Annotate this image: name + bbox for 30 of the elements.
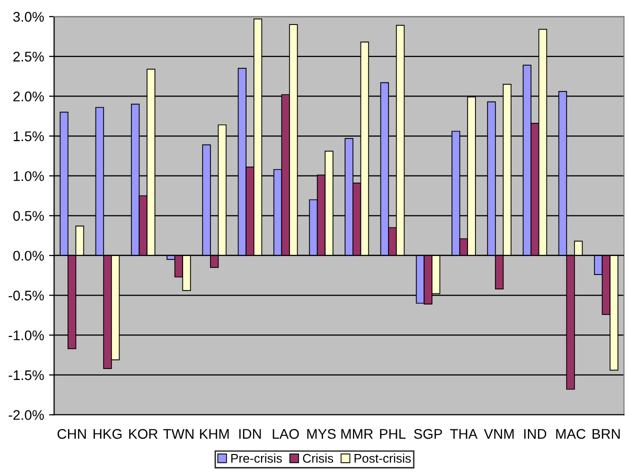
x-tick-label: THA [450, 429, 478, 439]
legend-label: Post-crisis [354, 454, 411, 463]
x-tick-label: KOR [129, 429, 158, 439]
x-tick-label: PHL [380, 429, 406, 439]
y-tick-label: 1.5% [14, 131, 44, 142]
x-tick-label: CHN [58, 429, 86, 439]
x-tick-label: MMR [341, 429, 373, 439]
legend-label: Pre-crisis [231, 454, 282, 463]
x-tick-label: MYS [307, 429, 336, 439]
x-tick-label: IND [524, 429, 546, 439]
x-tick-label: LAO [272, 429, 299, 439]
x-tick-label: HKG [94, 429, 122, 439]
y-tick-label: 3.0% [13, 12, 44, 22]
x-tick-label: VNM [484, 429, 514, 439]
x-tick-label: BRN [592, 429, 620, 439]
legend-label: Crisis [302, 454, 334, 463]
x-tick-label: SGP [414, 429, 442, 439]
y-tick-label: 2.0% [13, 92, 44, 102]
y-tick-label: -0.5% [8, 290, 44, 300]
x-tick-label: MAC [556, 429, 586, 439]
y-tick-label: -1.0% [8, 330, 44, 340]
y-tick-label: 2.5% [13, 52, 44, 62]
x-tick-label: KHM [200, 429, 229, 439]
x-tick-label: TWN [163, 429, 194, 439]
y-tick-label: 0.0% [13, 250, 44, 261]
y-tick-label: 0.5% [13, 211, 44, 221]
y-tick-label: 1.0% [14, 171, 44, 182]
x-tick-label: IDN [239, 429, 261, 439]
y-tick-label: -1.5% [8, 370, 44, 380]
y-tick-label: -2.0% [8, 410, 44, 420]
